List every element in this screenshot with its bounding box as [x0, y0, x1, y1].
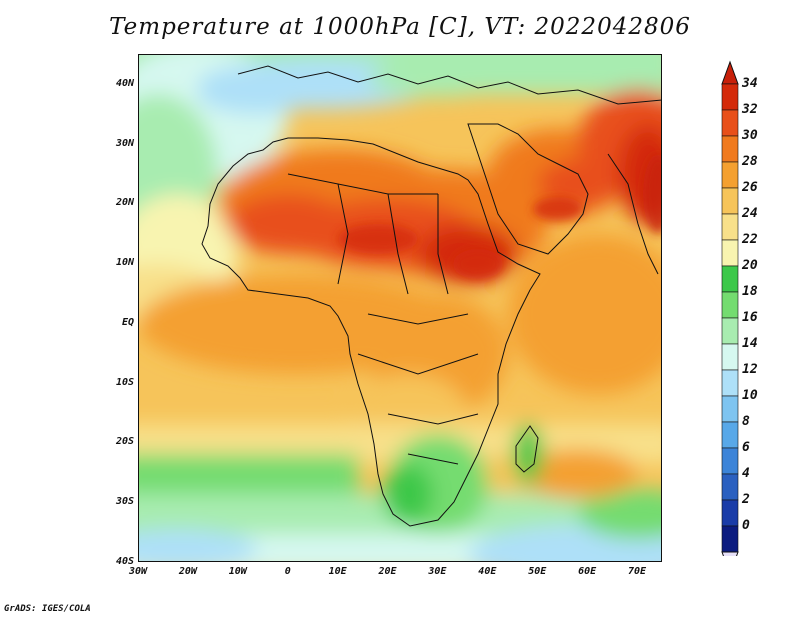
colorbar-segment [721, 213, 739, 241]
colorbar-tick-label: 22 [742, 232, 758, 247]
y-tick-label: 40N [115, 77, 134, 89]
colorbar-segment [721, 473, 739, 501]
colorbar-tick-label: 10 [742, 388, 758, 403]
colorbar-tick-label: 6 [742, 440, 750, 455]
colorbar-segment [721, 83, 739, 111]
india-coast [607, 153, 659, 275]
y-tick-label: 10S [115, 376, 134, 388]
colorbar-segment [721, 187, 739, 215]
europe-coast [237, 65, 662, 105]
colorbar-segment [721, 343, 739, 371]
madagascar [515, 425, 539, 473]
colorbar-tick-label: 4 [742, 466, 750, 481]
africa-coastline [201, 137, 541, 527]
map-canvas [138, 54, 662, 562]
arabia-coastline [467, 123, 589, 255]
colorbar-segment [721, 369, 739, 397]
colorbar-tick-label: 12 [742, 362, 758, 377]
x-tick-label: 30E [428, 566, 447, 577]
colorbar-tick-label: 14 [742, 336, 758, 351]
colorbar-segment [721, 421, 739, 449]
x-tick-label: 40E [478, 566, 497, 577]
colorbar-segment [721, 265, 739, 293]
colorbar-segment [721, 447, 739, 475]
colorbar-segment [721, 161, 739, 189]
x-tick-label: 20E [378, 566, 397, 577]
colorbar-tick-label: 16 [742, 310, 758, 325]
y-tick-label: 30N [115, 137, 134, 149]
colorbar-segment [721, 525, 739, 553]
colorbar-tick-label: 18 [742, 284, 758, 299]
x-tick-label: 50E [528, 566, 547, 577]
map-frame [138, 54, 662, 562]
grads-credit: GrADS: IGES/COLA [4, 604, 91, 614]
x-tick-label: 20W [178, 566, 197, 577]
colorbar-bottom-arrow [721, 551, 739, 556]
y-tick-label: 20S [115, 436, 134, 448]
x-tick-label: 0 [284, 566, 291, 577]
y-tick-label: 40S [115, 556, 134, 567]
colorbar-tick-label: 28 [742, 154, 758, 169]
colorbar-segment [721, 317, 739, 345]
x-tick-label: 60E [578, 566, 597, 577]
y-tick-label: 10N [115, 257, 134, 269]
colorbar-tick-label: 26 [742, 180, 758, 195]
colorbar-segment [721, 291, 739, 319]
colorbar-tick-label: 20 [742, 258, 758, 273]
colorbar-tick-label: 30 [742, 128, 758, 143]
colorbar-tick-label: 24 [742, 206, 758, 221]
colorbar-tick-label: 0 [742, 518, 750, 533]
y-tick-label: EQ [121, 316, 134, 328]
chart-title: Temperature at 1000hPa [C], VT: 20220428… [109, 14, 691, 40]
colorbar-tick-label: 8 [742, 414, 750, 429]
y-tick-label: 20N [115, 197, 134, 209]
colorbar [721, 60, 739, 556]
colorbar-segment [721, 499, 739, 527]
x-tick-label: 30W [128, 566, 148, 577]
temperature-map [138, 54, 662, 562]
colorbar-tick-label: 2 [742, 492, 750, 507]
y-tick-label: 30S [115, 496, 134, 508]
colorbar-segment [721, 109, 739, 137]
colorbar-segment [721, 135, 739, 163]
x-tick-label: 10W [228, 566, 247, 577]
colorbar-top-arrow [721, 60, 739, 85]
colorbar-segment [721, 395, 739, 423]
x-tick-label: 70E [628, 566, 647, 577]
colorbar-tick-label: 32 [742, 102, 758, 117]
colorbar-tick-label: 34 [742, 76, 758, 91]
colorbar-segment [721, 239, 739, 267]
x-tick-label: 10E [328, 566, 347, 577]
border-line [287, 173, 479, 465]
